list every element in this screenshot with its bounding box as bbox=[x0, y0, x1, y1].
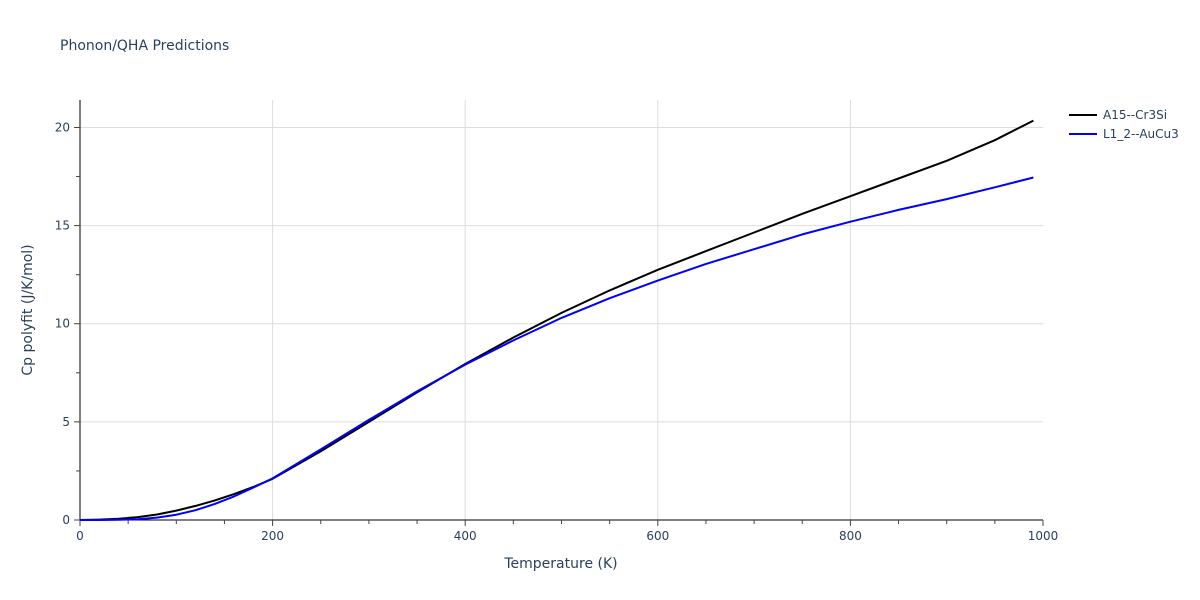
y-tick-label: 0 bbox=[62, 513, 70, 527]
x-tick-label: 600 bbox=[646, 529, 669, 543]
chart-title: Phonon/QHA Predictions bbox=[60, 38, 229, 54]
x-tick-label: 400 bbox=[454, 529, 477, 543]
y-tick-label: 10 bbox=[55, 317, 70, 331]
legend-label: A15--Cr3Si bbox=[1103, 108, 1167, 122]
y-axis-title: Cp polyfit (J/K/mol) bbox=[20, 244, 36, 375]
x-axis-ticks: 0 200 400 600 800 1000 bbox=[76, 529, 1058, 543]
plot-lines bbox=[79, 119, 1034, 521]
y-tick-label: 20 bbox=[55, 120, 70, 134]
legend: A15--Cr3Si L1_2--AuCu3 bbox=[1069, 108, 1179, 141]
x-axis-title: Temperature (K) bbox=[503, 556, 617, 572]
y-tick-label: 5 bbox=[62, 415, 70, 429]
x-tick-label: 200 bbox=[261, 529, 284, 543]
legend-label: L1_2--AuCu3 bbox=[1103, 127, 1179, 141]
x-tick-label: 1000 bbox=[1028, 529, 1059, 543]
y-tick-label: 15 bbox=[55, 219, 70, 233]
x-tick-label: 0 bbox=[76, 529, 84, 543]
y-axis-ticks: 0 5 10 15 20 bbox=[55, 120, 70, 527]
series-line-2 bbox=[80, 176, 1034, 521]
x-tick-label: 800 bbox=[839, 529, 862, 543]
grid bbox=[80, 100, 1043, 520]
axes bbox=[74, 100, 1044, 526]
